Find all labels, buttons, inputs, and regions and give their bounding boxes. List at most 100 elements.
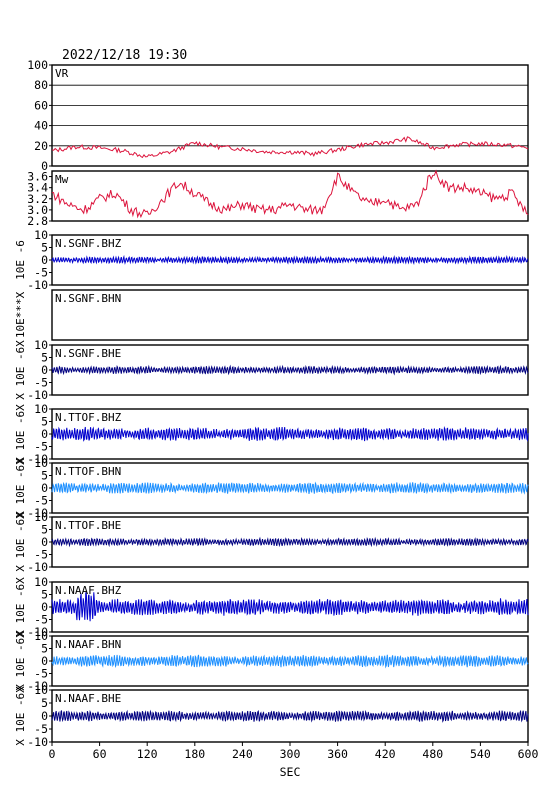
series-line-vr [51,136,529,159]
y-tick-label: 0 [41,427,48,441]
y-tick-label: -5 [34,722,48,736]
y-tick-label: 5 [41,415,48,429]
y-tick-label: -10 [27,679,48,693]
panel-label: N.TTOF.BHN [55,465,121,478]
y-tick-label: 0 [41,654,48,668]
y-tick-label: 10 [34,629,48,643]
y-tick-label: 5 [41,241,48,255]
y-tick-label: 10 [34,510,48,524]
panel-label: N.TTOF.BHE [55,519,121,532]
y-tick-label: 5 [41,351,48,365]
panel-label: N.NAAF.BHZ [55,584,122,597]
y-tick-label: 0 [41,253,48,267]
panel-label: N.SGNF.BHE [55,347,121,360]
y-tick-label: -5 [34,266,48,280]
y-tick-label: -5 [34,548,48,562]
panel-frame-0 [51,64,529,167]
y-tick-label: 10 [34,338,48,352]
x-tick-label: 360 [327,747,348,761]
y-tick-label: 5 [41,642,48,656]
x-tick-label: 300 [280,747,301,761]
y-tick-label: -5 [34,376,48,390]
y-tick-label: 10 [34,456,48,470]
waveform-n-sgnf-bhe [51,364,529,376]
x-tick-label: 480 [422,747,443,761]
y-tick-label: 0 [41,159,48,173]
x-tick-label: 180 [184,747,205,761]
panel-frame-1 [51,170,529,222]
waveform-n-naaf-bhn [51,654,529,669]
x-tick-label: 60 [93,747,107,761]
y-tick-label: -10 [27,625,48,639]
y-tick-label: 0 [41,709,48,723]
y-tick-label: -10 [27,452,48,466]
x-tick-label: 540 [470,747,491,761]
y-tick-label: 5 [41,588,48,602]
y-axis-unit-label: X 10E -6X [14,631,27,691]
x-tick-label: 0 [49,747,56,761]
y-tick-label: -10 [27,388,48,402]
y-tick-label: -5 [34,613,48,627]
y-axis-unit-label: X 10E -6X [14,686,27,746]
y-axis-unit-label: X 10E -6X [14,512,27,572]
y-tick-label: 0 [41,535,48,549]
datetime-title: 2022/12/18 19:30 [62,48,188,63]
waveform-n-naaf-bhz [51,592,529,622]
y-axis-unit-label: X 10E -6X [14,340,27,400]
waveform-n-ttof-bhn [51,481,529,495]
panel-label: VR [55,67,69,80]
y-tick-label: 2.8 [27,214,48,228]
y-tick-label: 3.6 [27,170,48,184]
y-tick-label: 40 [34,119,48,133]
y-tick-label: 10 [34,683,48,697]
y-tick-label: 80 [34,78,48,92]
y-tick-label: -5 [34,440,48,454]
panel-label: N.NAAF.BHE [55,692,121,705]
y-tick-label: 0 [41,481,48,495]
x-tick-label: 600 [518,747,539,761]
y-axis-unit-label: X 10E -6X [14,404,27,464]
y-tick-label: 3.4 [27,181,48,195]
y-tick-label: 0 [41,363,48,377]
y-axis-unit-label: 10E -6 [14,240,27,280]
y-tick-label: 5 [41,696,48,710]
y-tick-label: 0 [41,600,48,614]
y-tick-label: -10 [27,506,48,520]
y-axis-unit-label: X 10E -6X [14,577,27,637]
y-tick-label: 3.2 [27,192,48,206]
waveform-n-naaf-bhe [51,709,529,723]
y-axis-unit-label: X 10E -6X [14,458,27,518]
panel-frame-3 [51,289,529,341]
panel-frame-7 [51,516,529,568]
x-tick-label: 240 [232,747,253,761]
panel-label: N.TTOF.BHZ [55,411,122,424]
panel-label: N.SGNF.BHN [55,292,121,305]
y-axis-unit-label: 10E***X [14,291,27,338]
y-tick-label: 5 [41,523,48,537]
y-tick-label: -10 [27,560,48,574]
y-tick-label: 10 [34,228,48,242]
y-tick-label: 10 [34,575,48,589]
y-tick-label: -5 [34,667,48,681]
y-tick-label: -5 [34,494,48,508]
x-tick-label: 120 [137,747,158,761]
y-tick-label: 5 [41,469,48,483]
y-tick-label: 20 [34,139,48,153]
panel-label: N.NAAF.BHN [55,638,121,651]
y-tick-label: -10 [27,735,48,749]
waveform-n-sgnf-bhz [51,254,529,266]
y-tick-label: 10 [34,402,48,416]
panel-label: Mw [55,173,69,186]
y-tick-label: 3.0 [27,203,48,217]
y-tick-label: 60 [34,98,48,112]
waveform-n-ttof-bhz [51,426,529,442]
y-tick-label: -10 [27,278,48,292]
series-line-mw [51,169,529,219]
y-tick-label: 100 [27,58,48,72]
x-axis-label: SEC [280,765,301,779]
waveform-n-ttof-bhe [51,536,529,548]
panel-label: N.SGNF.BHZ [55,237,122,250]
x-tick-label: 420 [375,747,396,761]
